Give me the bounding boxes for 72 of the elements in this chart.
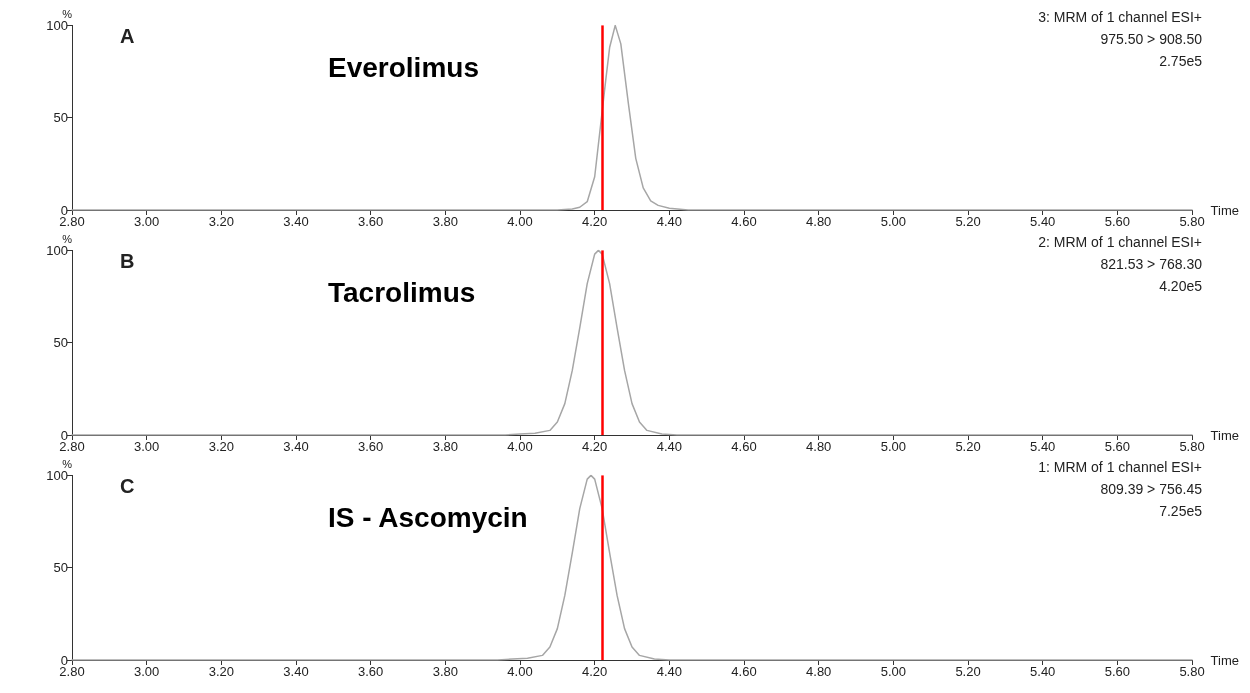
x-tick-label: 4.80 (806, 214, 832, 229)
y-axis-title: % (62, 457, 73, 470)
annotation: Tacrolimus (328, 276, 476, 308)
x-tick-label: 3.40 (283, 439, 309, 454)
x-tick-label: 4.60 (731, 439, 757, 454)
x-tick-label: 5.40 (1030, 664, 1056, 679)
x-tick-label: 5.60 (1104, 439, 1131, 454)
x-tick-label: 3.20 (208, 439, 234, 454)
text: 3: MRM of 1 channel ESI+ (1038, 9, 1203, 25)
x-tick-label: 5.20 (955, 664, 981, 679)
annotation: 821.53 > 768.30 (1100, 256, 1203, 272)
x-tick-label: 5.80 (1179, 439, 1205, 454)
x-tick-label: 3.60 (358, 214, 384, 229)
x-tick-label: 4.20 (582, 664, 608, 679)
x-tick-label: 4.60 (731, 664, 757, 679)
y-tick-label: 100 (46, 467, 68, 483)
x-tick-label: 5.60 (1104, 214, 1131, 229)
annotation: IS - Ascomycin (328, 501, 528, 533)
annotation: 809.39 > 756.45 (1100, 481, 1203, 497)
x-tick-label: 4.00 (507, 214, 533, 229)
y-tick-label: 50 (53, 110, 68, 126)
x-axis-title: Time (1210, 652, 1239, 668)
x-tick-label: 3.80 (432, 214, 458, 229)
x-tick-label: 3.20 (208, 214, 234, 229)
x-tick-label: 5.00 (880, 439, 907, 454)
x-tick-label: 3.00 (134, 439, 160, 454)
text: 1: MRM of 1 channel ESI+ (1038, 459, 1203, 475)
y-tick-label: 50 (53, 560, 68, 576)
x-tick-label: 4.40 (656, 214, 683, 229)
annotation: 4.20e5 (1159, 278, 1203, 294)
x-axis-title: Time (1210, 427, 1239, 443)
chart-title: B (120, 250, 135, 272)
x-tick-label: 5.80 (1179, 664, 1205, 679)
x-tick-label: 3.20 (208, 664, 234, 679)
x-tick-label: 3.00 (134, 664, 160, 679)
x-tick-label: 5.60 (1104, 664, 1131, 679)
x-tick-label: 5.20 (955, 439, 981, 454)
y-tick-label: 100 (46, 242, 68, 258)
x-tick-label: 5.00 (880, 214, 907, 229)
chart-title: A (120, 25, 135, 47)
chart-title: C (120, 475, 135, 497)
x-tick-label: 5.40 (1030, 214, 1056, 229)
y-axis-title: % (62, 232, 73, 245)
x-tick-label: 5.80 (1179, 214, 1205, 229)
x-tick-label: 5.40 (1030, 439, 1056, 454)
x-tick-label: 4.20 (582, 439, 608, 454)
x-tick-label: 3.40 (283, 664, 309, 679)
x-tick-label: 4.40 (656, 439, 683, 454)
annotation: 7.25e5 (1159, 503, 1203, 519)
y-tick-label: 100 (46, 17, 68, 33)
text: 2: MRM of 1 channel ESI+ (1038, 234, 1203, 250)
x-tick-label: 4.80 (806, 439, 832, 454)
x-tick-label: 4.00 (507, 439, 533, 454)
x-tick-label: 3.80 (432, 439, 458, 454)
x-tick-label: 3.60 (358, 664, 384, 679)
x-tick-label: 3.40 (283, 214, 309, 229)
x-tick-label: 4.80 (806, 664, 832, 679)
x-axis-title: Time (1210, 202, 1239, 218)
y-axis-title: % (62, 7, 73, 20)
y-tick-label: 50 (53, 335, 68, 351)
x-tick-label: 4.60 (731, 214, 757, 229)
x-tick-label: 3.80 (432, 664, 458, 679)
x-tick-label: 4.40 (656, 664, 683, 679)
annotation: 2.75e5 (1159, 53, 1203, 69)
x-tick-label: 4.00 (507, 664, 533, 679)
x-tick-label: 3.00 (134, 214, 160, 229)
annotation: Everolimus (328, 51, 479, 83)
x-tick-label: 5.20 (955, 214, 981, 229)
x-tick-label: 5.00 (880, 664, 907, 679)
x-tick-label: 4.20 (582, 214, 608, 229)
x-tick-label: 3.60 (358, 439, 384, 454)
annotation: 975.50 > 908.50 (1100, 31, 1203, 47)
